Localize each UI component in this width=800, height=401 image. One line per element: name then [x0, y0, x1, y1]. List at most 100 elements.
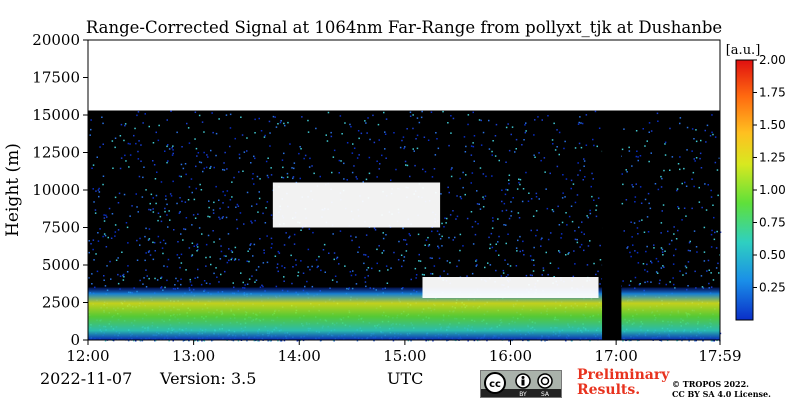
noise-pixel: [713, 340, 715, 342]
noise-pixel: [677, 229, 679, 232]
noise-pixel: [164, 210, 166, 213]
noise-pixel: [646, 140, 648, 142]
noise-pixel: [676, 188, 679, 190]
noise-pixel: [631, 165, 633, 167]
noise-pixel: [653, 244, 655, 246]
noise-pixel: [534, 119, 536, 121]
noise-pixel: [694, 270, 696, 273]
noise-pixel: [491, 246, 494, 249]
noise-pixel: [464, 151, 467, 153]
noise-pixel: [286, 172, 289, 175]
noise-pixel: [551, 139, 554, 141]
noise-pixel: [531, 259, 533, 261]
noise-pixel: [486, 339, 488, 342]
noise-pixel: [413, 150, 415, 152]
noise-pixel: [343, 178, 345, 180]
noise-pixel: [97, 189, 100, 191]
noise-pixel: [450, 132, 452, 134]
noise-pixel: [577, 162, 579, 164]
noise-pixel: [635, 130, 638, 132]
noise-pixel: [710, 286, 713, 288]
noise-pixel: [533, 246, 535, 249]
noise-pixel: [94, 212, 97, 214]
noise-pixel: [547, 273, 549, 276]
noise-pixel: [463, 136, 466, 138]
noise-pixel: [384, 133, 387, 135]
noise-pixel: [326, 140, 329, 142]
noise-pixel: [581, 221, 583, 223]
noise-pixel: [482, 206, 485, 208]
noise-pixel: [390, 267, 392, 269]
noise-pixel: [265, 207, 267, 209]
noise-pixel: [687, 249, 690, 252]
noise-pixel: [510, 133, 512, 136]
noise-pixel: [711, 340, 713, 342]
y-tick-label: 20000: [32, 31, 80, 49]
noise-pixel: [629, 251, 631, 254]
noise-pixel: [374, 229, 377, 231]
noise-pixel: [274, 255, 277, 257]
noise-pixel: [479, 167, 482, 169]
noise-pixel: [293, 162, 296, 164]
noise-pixel: [529, 255, 532, 257]
noise-pixel: [535, 196, 538, 198]
noise-pixel: [497, 241, 499, 243]
noise-pixel: [259, 178, 261, 180]
noise-pixel: [184, 201, 187, 203]
noise-pixel: [157, 235, 160, 238]
x-tick-label: 15:00: [383, 347, 426, 365]
noise-pixel: [209, 283, 211, 285]
noise-pixel: [301, 226, 304, 229]
noise-pixel: [136, 114, 138, 117]
noise-pixel: [277, 339, 279, 342]
noise-pixel: [366, 269, 368, 271]
noise-pixel: [591, 195, 593, 198]
noise-pixel: [673, 283, 675, 286]
noise-pixel: [385, 118, 388, 120]
noise-pixel: [292, 176, 295, 178]
noise-pixel: [206, 154, 208, 156]
noise-pixel: [147, 239, 150, 241]
noise-pixel: [119, 135, 122, 137]
y-tick-label: 2500: [42, 294, 80, 312]
noise-pixel: [153, 164, 156, 166]
noise-pixel: [231, 251, 234, 253]
noise-pixel: [357, 130, 360, 132]
noise-pixel: [642, 128, 644, 130]
noise-pixel: [180, 262, 183, 264]
preliminary-line-2: Results.: [577, 382, 641, 398]
noise-pixel: [553, 122, 555, 125]
noise-pixel: [119, 275, 122, 277]
noise-pixel: [237, 205, 240, 207]
noise-pixel: [704, 183, 706, 185]
noise-pixel: [635, 183, 637, 185]
noise-pixel: [166, 214, 168, 216]
noise-pixel: [719, 231, 722, 233]
noise-pixel: [495, 269, 497, 272]
noise-pixel: [522, 188, 525, 190]
noise-pixel: [583, 158, 585, 160]
chart-title: Range-Corrected Signal at 1064nm Far-Ran…: [86, 18, 722, 37]
noise-pixel: [510, 210, 513, 213]
noise-pixel: [166, 203, 168, 206]
noise-pixel: [664, 143, 666, 145]
noise-pixel: [546, 207, 549, 210]
noise-pixel: [262, 285, 264, 288]
noise-pixel: [194, 111, 197, 113]
noise-pixel: [557, 205, 559, 208]
noise-pixel: [292, 266, 294, 268]
noise-pixel: [164, 150, 166, 152]
noise-pixel: [589, 212, 592, 215]
noise-pixel: [581, 122, 584, 125]
noise-pixel: [451, 167, 453, 169]
noise-pixel: [482, 196, 484, 198]
noise-pixel: [518, 217, 521, 219]
noise-pixel: [185, 269, 187, 271]
noise-pixel: [373, 141, 376, 144]
noise-pixel: [699, 157, 701, 160]
noise-pixel: [208, 206, 210, 209]
noise-pixel: [192, 214, 195, 216]
noise-pixel: [105, 246, 108, 248]
noise-pixel: [90, 119, 92, 121]
noise-pixel: [364, 120, 366, 122]
